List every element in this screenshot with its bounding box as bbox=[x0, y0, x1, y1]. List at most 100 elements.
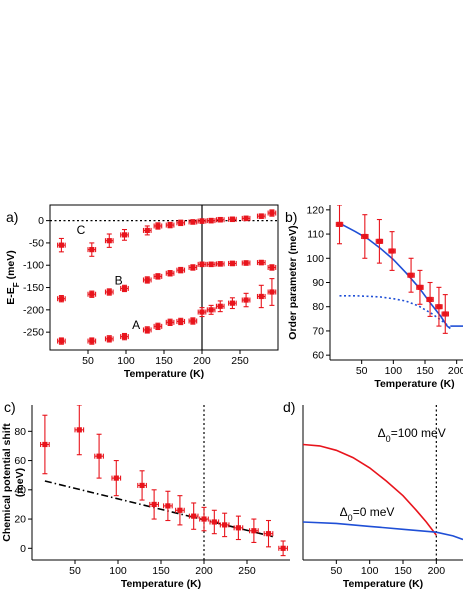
point-marker bbox=[96, 453, 102, 459]
point-marker bbox=[269, 264, 275, 271]
data-point bbox=[407, 257, 415, 293]
data-point bbox=[188, 264, 198, 271]
data-point bbox=[176, 266, 186, 274]
y-axis-label-main: Chemical potential shift bbox=[1, 423, 13, 542]
annotation-rest: =100 meV bbox=[391, 426, 446, 440]
data-point bbox=[197, 307, 207, 318]
data-point bbox=[199, 506, 209, 532]
data-point bbox=[206, 304, 216, 315]
y-axis-label: Order parameter (meV) bbox=[287, 225, 299, 339]
plot-area bbox=[303, 405, 463, 560]
data-point bbox=[87, 290, 97, 298]
point-marker bbox=[217, 217, 223, 223]
annotation-text: C bbox=[77, 223, 86, 237]
x-tick-label: 200 bbox=[193, 355, 211, 367]
y-tick-label: -50 bbox=[29, 237, 44, 249]
y-tick-label: 70 bbox=[312, 325, 324, 337]
y-axis-label-main: Order parameter (meV) bbox=[287, 225, 299, 339]
point-marker bbox=[442, 311, 448, 317]
x-tick-label: 200 bbox=[448, 365, 463, 377]
point-marker bbox=[408, 272, 414, 278]
x-axis-label: Temperature (K) bbox=[343, 578, 423, 590]
panel-b: b) 50 100 150 200 60 70 80 90 100 110 120 Temperatur… bbox=[285, 204, 463, 390]
panel-c: c) 50 100 150 200 250 0 20 40 60 80 Temperature (K)… bbox=[1, 399, 290, 590]
data-point bbox=[40, 414, 50, 475]
point-marker bbox=[58, 296, 64, 302]
y-tick-label: 100 bbox=[306, 253, 324, 265]
data-point bbox=[87, 337, 97, 345]
data-point bbox=[153, 222, 163, 230]
data-point bbox=[94, 433, 104, 479]
x-tick-label: 200 bbox=[195, 565, 213, 577]
data-point bbox=[176, 219, 186, 227]
x-axis-label: Temperature (K) bbox=[124, 368, 204, 380]
point-marker bbox=[336, 221, 343, 227]
data-point bbox=[435, 286, 443, 327]
point-marker bbox=[201, 516, 207, 522]
point-marker bbox=[208, 261, 214, 267]
point-marker bbox=[258, 213, 264, 219]
x-tick-label: 50 bbox=[69, 565, 81, 577]
y-tick-label: -250 bbox=[23, 327, 44, 339]
panel-label: a) bbox=[6, 209, 18, 225]
data-point bbox=[249, 518, 259, 544]
data-point bbox=[209, 509, 220, 535]
annotation-label: A bbox=[132, 318, 140, 332]
y-axis-label-unit: (meV) bbox=[5, 250, 17, 282]
data-point bbox=[153, 273, 163, 280]
curve-line bbox=[339, 295, 451, 330]
data-point bbox=[188, 502, 199, 530]
data-point bbox=[165, 221, 175, 229]
point-marker bbox=[167, 270, 173, 276]
data-point bbox=[104, 288, 114, 296]
point-marker bbox=[190, 318, 196, 324]
y-tick-label: 110 bbox=[307, 229, 324, 241]
point-marker bbox=[208, 307, 214, 313]
data-point bbox=[267, 209, 277, 217]
point-marker bbox=[199, 309, 205, 315]
point-marker bbox=[121, 285, 128, 292]
point-marker bbox=[139, 482, 145, 489]
point-marker bbox=[229, 260, 235, 267]
point-marker bbox=[258, 259, 264, 266]
data-point bbox=[120, 284, 129, 293]
data-point bbox=[206, 261, 216, 268]
data-point bbox=[188, 317, 198, 325]
y-axis-label-sub: F bbox=[12, 282, 21, 287]
data-point bbox=[256, 284, 266, 309]
x-tick-label: 200 bbox=[428, 565, 446, 577]
data-point bbox=[228, 297, 237, 310]
x-tick-label: 150 bbox=[152, 565, 170, 577]
point-marker bbox=[190, 219, 196, 225]
data-point bbox=[361, 214, 369, 259]
y-tick-label: 60 bbox=[14, 455, 26, 467]
data-point bbox=[241, 215, 251, 222]
data-point bbox=[142, 225, 152, 236]
data-point bbox=[233, 515, 244, 541]
plot-area bbox=[50, 205, 278, 350]
x-tick-label: 250 bbox=[231, 355, 249, 367]
point-marker bbox=[151, 501, 157, 508]
data-point bbox=[153, 322, 163, 331]
point-marker bbox=[417, 284, 423, 290]
point-marker bbox=[89, 291, 95, 297]
y-tick-label: 0 bbox=[20, 543, 26, 555]
point-marker bbox=[144, 327, 150, 333]
data-point bbox=[142, 326, 152, 334]
x-tick-label: 50 bbox=[82, 355, 94, 367]
data-point bbox=[219, 512, 230, 538]
point-marker bbox=[243, 215, 249, 221]
point-marker bbox=[178, 220, 184, 226]
point-marker bbox=[229, 216, 235, 222]
point-marker bbox=[199, 261, 205, 267]
data-point bbox=[263, 519, 274, 548]
y-tick-label: 80 bbox=[14, 426, 26, 438]
point-marker bbox=[376, 238, 382, 244]
point-marker bbox=[436, 304, 442, 310]
y-tick-label: -200 bbox=[23, 304, 44, 316]
data-point bbox=[256, 213, 266, 219]
data-point bbox=[142, 276, 152, 284]
point-marker bbox=[190, 264, 196, 271]
y-axis-label-unit: (meV) bbox=[14, 468, 26, 497]
